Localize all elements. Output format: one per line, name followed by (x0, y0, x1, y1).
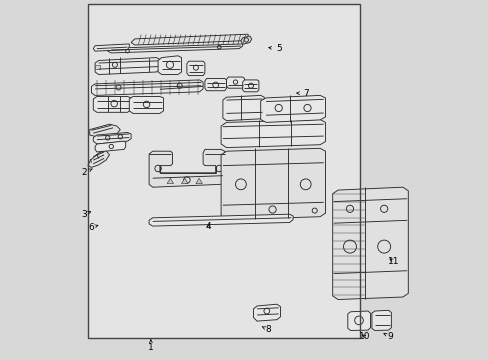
Text: 1: 1 (148, 340, 153, 352)
Polygon shape (223, 95, 264, 121)
Polygon shape (95, 58, 160, 75)
Polygon shape (95, 65, 101, 69)
Polygon shape (107, 44, 242, 53)
Polygon shape (221, 148, 325, 220)
Polygon shape (93, 132, 131, 144)
Text: 6: 6 (88, 223, 98, 232)
Text: 7: 7 (296, 89, 308, 98)
Text: 10: 10 (359, 332, 370, 341)
Polygon shape (89, 124, 120, 137)
Bar (88, 4, 359, 338)
Text: 5: 5 (268, 44, 281, 53)
Polygon shape (131, 34, 247, 45)
Polygon shape (186, 61, 204, 76)
Polygon shape (253, 304, 280, 321)
Polygon shape (242, 80, 258, 92)
Polygon shape (196, 178, 202, 184)
Polygon shape (93, 44, 129, 51)
Polygon shape (347, 311, 370, 330)
Polygon shape (226, 77, 244, 88)
Polygon shape (149, 149, 224, 187)
Polygon shape (167, 178, 173, 184)
Polygon shape (91, 80, 203, 95)
Text: 8: 8 (262, 325, 270, 334)
Text: 2: 2 (81, 168, 92, 177)
Polygon shape (260, 95, 325, 122)
Polygon shape (149, 214, 292, 226)
Polygon shape (204, 78, 226, 91)
Polygon shape (221, 120, 325, 148)
Bar (88, 4, 359, 338)
Polygon shape (181, 178, 187, 184)
Polygon shape (371, 310, 390, 330)
Polygon shape (88, 150, 109, 167)
Text: 11: 11 (387, 256, 399, 265)
Text: 4: 4 (205, 222, 211, 231)
Polygon shape (95, 141, 125, 152)
Text: 3: 3 (81, 210, 90, 219)
Polygon shape (158, 56, 181, 75)
Text: 9: 9 (383, 332, 392, 341)
Polygon shape (241, 36, 251, 44)
Polygon shape (93, 96, 131, 112)
Polygon shape (332, 187, 407, 300)
Polygon shape (129, 96, 163, 113)
